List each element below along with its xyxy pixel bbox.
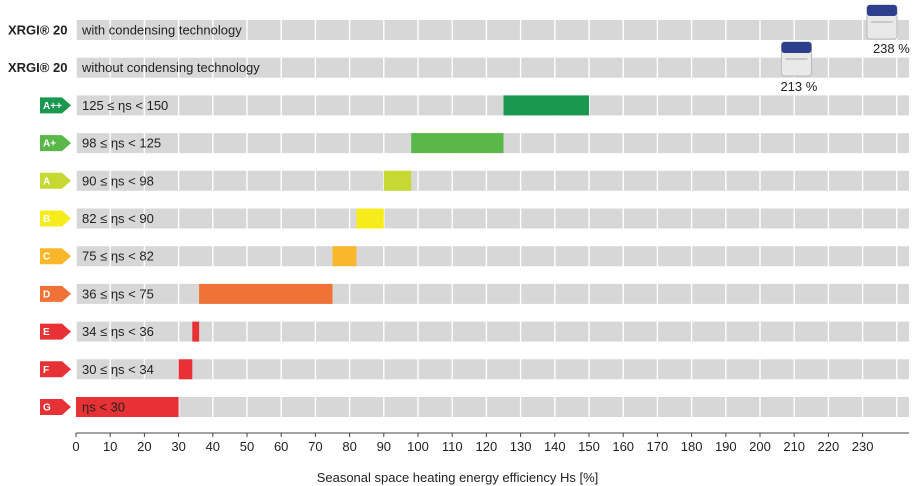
class-bar-b	[356, 208, 384, 229]
x-axis-title: Seasonal space heating energy efficiency…	[316, 470, 599, 485]
row-label: 82 ≤ ηs < 90	[82, 211, 154, 226]
row-label: 125 ≤ ηs < 150	[82, 98, 168, 113]
class-bar-aplus	[411, 133, 504, 154]
x-tick-label: 110	[442, 439, 463, 454]
x-tick-label: 230	[852, 439, 874, 454]
x-tick-label: 150	[578, 439, 600, 454]
row-track	[76, 397, 909, 417]
x-tick-label: 190	[715, 439, 737, 454]
x-tick-label: 50	[240, 439, 254, 454]
row-label: 30 ≤ ηs < 34	[82, 362, 154, 377]
chp-unit-lid	[781, 42, 812, 53]
class-badge	[40, 323, 71, 340]
x-tick-label: 140	[544, 439, 566, 454]
row-track	[76, 359, 909, 380]
class-badge	[40, 399, 71, 415]
row-track	[76, 170, 909, 191]
class-badge	[40, 361, 71, 378]
product-label: XRGI® 20	[8, 23, 67, 38]
x-tick-label: 200	[749, 439, 771, 454]
class-badge-label: F	[43, 365, 49, 376]
row-track	[76, 20, 909, 40]
class-bar-e	[192, 321, 200, 342]
x-tick-label: 130	[510, 439, 532, 454]
row-track	[76, 246, 909, 267]
x-tick-label: 210	[783, 439, 805, 454]
class-badge-label: G	[43, 403, 51, 414]
row-label: 90 ≤ ηs < 98	[82, 173, 154, 188]
product-label: XRGI® 20	[8, 60, 67, 75]
class-bar-aplusplus	[503, 95, 589, 116]
class-badge-label: D	[43, 289, 50, 300]
row-label: without condensing technology	[81, 60, 260, 75]
product-percent: 213 %	[780, 79, 817, 94]
class-badge-label: B	[43, 214, 50, 225]
row-label: 34 ≤ ηs < 36	[82, 324, 154, 339]
row-label: ηs < 30	[82, 400, 125, 415]
class-badge	[40, 135, 71, 152]
class-bar-f	[178, 359, 193, 380]
class-bar-a	[383, 170, 412, 191]
x-tick-label: 220	[818, 439, 840, 454]
x-tick-label: 100	[407, 439, 429, 454]
chp-unit-vent	[870, 21, 893, 23]
x-tick-label: 180	[681, 439, 703, 454]
class-bar-d	[199, 283, 333, 304]
class-badge-label: A+	[43, 139, 56, 150]
row-track	[76, 208, 909, 229]
row-label: 36 ≤ ηs < 75	[82, 286, 154, 301]
row-label: 98 ≤ ηs < 125	[82, 136, 161, 151]
class-badge	[40, 210, 71, 227]
x-tick-label: 90	[377, 439, 391, 454]
product-percent: 238 %	[873, 41, 910, 56]
x-tick-label: 20	[137, 439, 151, 454]
class-bar-g	[76, 397, 179, 417]
class-badge	[40, 248, 71, 265]
x-tick-label: 40	[206, 439, 220, 454]
chp-unit-vent	[785, 58, 808, 60]
class-badge-label: E	[43, 327, 50, 338]
class-bar-c	[332, 246, 357, 267]
class-badge	[40, 285, 71, 302]
class-badge	[40, 172, 71, 189]
class-badge	[40, 97, 71, 114]
class-badge-label: C	[43, 252, 50, 263]
class-badge-label: A	[43, 176, 50, 187]
x-tick-label: 0	[72, 439, 79, 454]
x-tick-label: 120	[476, 439, 498, 454]
x-tick-label: 60	[274, 439, 288, 454]
x-tick-label: 80	[342, 439, 356, 454]
row-track	[76, 321, 909, 342]
x-tick-label: 30	[171, 439, 185, 454]
class-badge-label: A++	[43, 101, 62, 112]
chp-unit-lid	[866, 5, 897, 16]
row-label: 75 ≤ ηs < 82	[82, 249, 154, 264]
row-track	[76, 57, 909, 78]
row-label: with condensing technology	[81, 23, 242, 38]
x-tick-label: 170	[647, 439, 669, 454]
x-tick-label: 160	[612, 439, 634, 454]
x-tick-label: 70	[308, 439, 322, 454]
x-tick-label: 10	[103, 439, 117, 454]
row-track	[76, 95, 909, 116]
